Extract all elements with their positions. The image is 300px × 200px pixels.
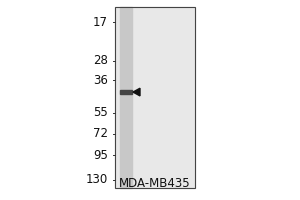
Text: MDA-MB435: MDA-MB435 [118, 177, 190, 190]
Text: 17: 17 [93, 16, 108, 29]
Bar [115, 7, 195, 188]
Text: 36: 36 [93, 74, 108, 87]
Bar [120, 90, 132, 94]
Text: 95: 95 [93, 149, 108, 162]
Bar [120, 7, 132, 188]
Text: 72: 72 [93, 127, 108, 140]
Bar [115, 7, 195, 188]
Text: 130: 130 [86, 173, 108, 186]
Text: 55: 55 [93, 106, 108, 119]
Polygon shape [133, 88, 140, 96]
Text: 28: 28 [93, 54, 108, 67]
